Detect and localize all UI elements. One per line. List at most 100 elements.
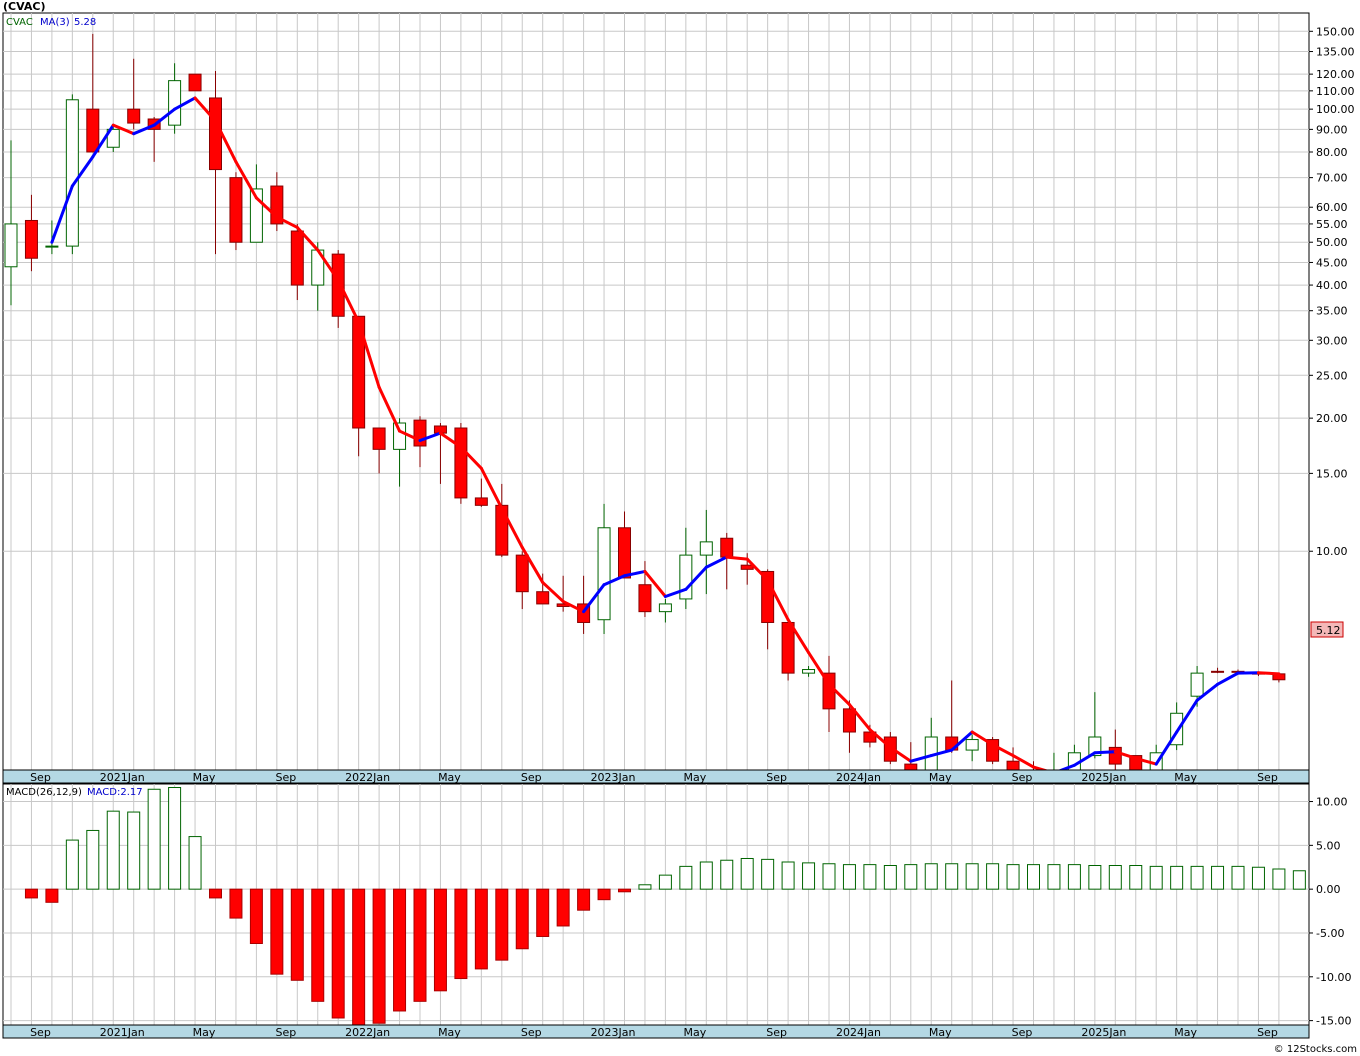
ma-segment <box>970 730 995 747</box>
price-tick-label: 15.00 <box>1316 467 1348 480</box>
price-tick-label: 110.00 <box>1316 85 1355 98</box>
macd-bar <box>1047 864 1061 890</box>
time-axis-label: May <box>438 771 461 784</box>
legend-ma: MA(3) <box>40 17 70 28</box>
ma-segment <box>582 583 606 614</box>
macd-bar <box>1272 868 1286 890</box>
macd-tick-label: 5.00 <box>1316 839 1341 852</box>
time-axis-label: Sep <box>521 771 542 784</box>
macd-bar <box>822 863 836 890</box>
candle-body <box>1006 760 1020 771</box>
macd-bar <box>679 865 693 890</box>
candle-body <box>168 80 182 126</box>
macd-bar <box>1027 864 1040 890</box>
candle-body <box>352 315 366 429</box>
ma-segment <box>295 225 320 252</box>
macd-bar <box>433 888 447 992</box>
time-axis-label: Sep <box>766 771 787 784</box>
macd-bar <box>761 858 775 890</box>
ma-segment <box>847 703 872 732</box>
ma-segment <box>520 545 545 584</box>
ma-segment <box>1154 730 1179 766</box>
candle-body <box>495 504 509 556</box>
macd-bar <box>515 888 529 950</box>
macd-bar <box>577 888 591 911</box>
price-tick-label: 35.00 <box>1316 305 1348 318</box>
ma-segment <box>316 248 340 282</box>
macd-bar <box>1129 865 1143 890</box>
candle-body <box>229 177 243 243</box>
ma-segment <box>50 184 74 244</box>
time-axis-top: Sep 2021Jan May Sep 2022Jan May Sep 2023Jan May S… <box>30 771 1278 784</box>
ma-segment <box>663 587 688 598</box>
macd-bar <box>965 863 979 890</box>
price-tick-label: 60.00 <box>1316 201 1348 214</box>
ma-segment <box>357 320 381 389</box>
macd-bar <box>290 888 304 981</box>
time-axis-label: Sep <box>1257 1026 1278 1039</box>
macd-bar <box>393 888 407 1012</box>
candle-body <box>372 427 386 450</box>
candle-body <box>188 73 202 92</box>
macd-bar <box>699 861 713 890</box>
macd-bars <box>24 787 1306 1026</box>
macd-bar <box>638 884 652 890</box>
macd-bar <box>781 861 795 890</box>
ma-segment <box>1011 754 1035 769</box>
candle-body <box>1190 672 1204 697</box>
candle-body <box>413 419 427 447</box>
macd-tick-label: 0.00 <box>1316 883 1341 896</box>
ma-segment <box>214 119 238 164</box>
macd-bar <box>45 888 59 903</box>
ma-segment <box>1195 682 1220 702</box>
macd-bar <box>106 810 120 890</box>
ma-segment <box>459 445 483 470</box>
time-axis-label: 2025Jan <box>1081 771 1126 784</box>
time-axis-label: May <box>1174 1026 1197 1039</box>
last-price-label: 5.12 <box>1316 624 1341 637</box>
candle-body <box>863 731 877 743</box>
ma-segment <box>541 580 565 603</box>
price-tick-label: 45.00 <box>1316 256 1348 269</box>
time-axis-label: 2021Jan <box>100 1026 145 1039</box>
macd-tick-label: -15.00 <box>1316 1015 1351 1028</box>
watermark: © 12Stocks.com <box>1274 1044 1357 1055</box>
macd-bar <box>1088 865 1102 890</box>
ma-segment <box>91 123 115 159</box>
macd-bar <box>311 888 325 1002</box>
time-axis-label: Sep <box>766 1026 787 1039</box>
price-tick-label: 30.00 <box>1316 334 1348 347</box>
candle-body <box>781 621 795 674</box>
time-axis-label: Sep <box>275 1026 296 1039</box>
time-axis-label: Sep <box>1257 771 1278 784</box>
time-axis-label: 2022Jan <box>345 1026 390 1039</box>
macd-bar <box>168 787 182 890</box>
candle-body <box>1088 736 1102 757</box>
page-title: (CVAC) <box>3 0 46 13</box>
ma-segment <box>1113 750 1138 760</box>
ma-segment <box>929 748 954 758</box>
candle-body <box>658 603 672 613</box>
candle-body <box>86 108 100 153</box>
candle-body <box>331 253 345 317</box>
ma-segment <box>704 555 729 569</box>
macd-bar <box>802 862 816 890</box>
ma-segment <box>377 385 402 433</box>
macd-bar <box>904 864 918 890</box>
macd-bar <box>1251 866 1265 890</box>
candle-body <box>454 427 468 499</box>
ma-segment <box>827 682 851 707</box>
ma-segment <box>766 578 790 622</box>
time-axis-label: 2022Jan <box>345 771 390 784</box>
macd-bar <box>352 888 366 1026</box>
time-axis-label: May <box>929 1026 952 1039</box>
macd-bar <box>1292 870 1306 890</box>
candle-body <box>699 541 713 556</box>
macd-bar <box>1231 865 1245 890</box>
ma-segment <box>1072 751 1097 767</box>
ma-segment <box>950 730 974 752</box>
ma-segment <box>1134 756 1158 766</box>
macd-y-axis: -15.00 -10.00 -5.00 0.00 5.00 10.00 <box>1309 796 1351 1028</box>
ma-segment <box>152 107 177 127</box>
